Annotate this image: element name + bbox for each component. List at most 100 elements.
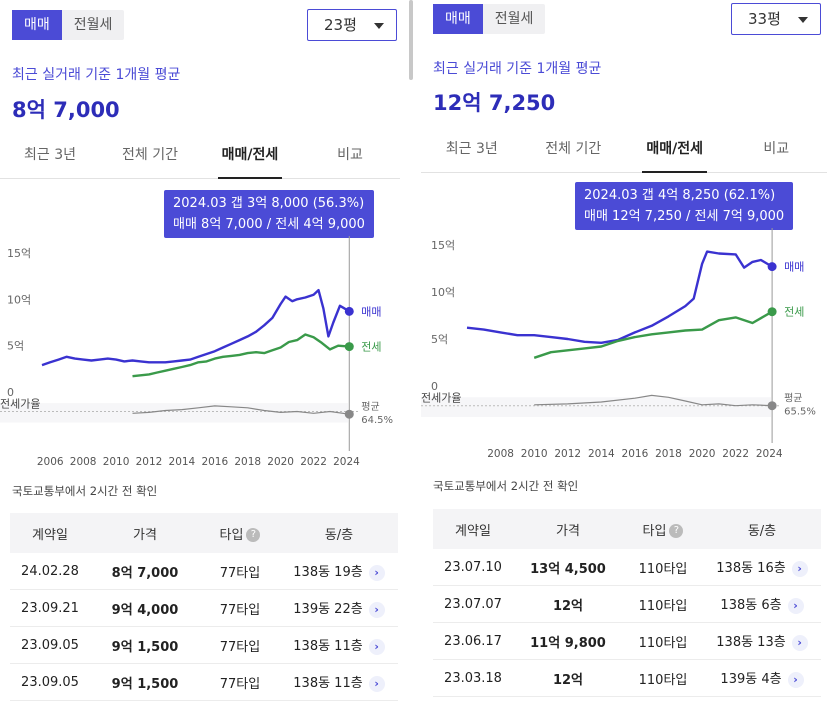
right-panel: 매매 전월세 33평 최근 실거래 기준 1개월 평균 12억 7,250 최근… bbox=[421, 0, 827, 702]
chevron-right-icon[interactable]: › bbox=[368, 602, 385, 618]
trade-tab-rent[interactable]: 전월세 bbox=[494, 11, 534, 27]
trade-tab-sale[interactable]: 매매 bbox=[12, 10, 62, 40]
table-row[interactable]: 23.06.17 11억 9,800 110타입 138동 13층 › bbox=[433, 623, 821, 660]
x-tick-label: 2024 bbox=[333, 456, 360, 468]
cell-unit-text: 139동 4층 bbox=[720, 672, 782, 687]
size-select[interactable]: 33평 bbox=[731, 3, 821, 35]
table-row[interactable]: 23.07.07 12억 110타입 138동 6층 › bbox=[433, 586, 821, 623]
cell-price: 9억 1,500 bbox=[111, 676, 179, 692]
x-tick-label: 2022 bbox=[722, 448, 749, 460]
trade-tab-sale[interactable]: 매매 bbox=[433, 4, 483, 34]
help-icon[interactable]: ? bbox=[246, 528, 261, 542]
header-unit: 동/층 bbox=[324, 527, 354, 543]
cell-date: 23.09.05 bbox=[21, 674, 79, 690]
series-end-label: 매매 bbox=[784, 261, 804, 274]
x-tick-label: 2020 bbox=[689, 448, 716, 460]
cell-unit-text: 138동 11층 bbox=[293, 676, 363, 691]
x-tick-label: 2014 bbox=[588, 448, 615, 460]
table-header: 계약일 가격 타입? 동/층 bbox=[433, 509, 821, 549]
cell-type: 110타입 bbox=[638, 635, 688, 651]
x-tick-label: 2008 bbox=[70, 456, 97, 468]
tab-sale-jeonse[interactable]: 매매/전세 bbox=[624, 132, 726, 173]
tab-recent-3y[interactable]: 최근 3년 bbox=[24, 147, 76, 163]
data-source: 국토교통부에서 2시간 전 확인 bbox=[433, 479, 579, 493]
size-select-value: 33평 bbox=[748, 10, 781, 28]
cell-unit: 138동 11층 › bbox=[280, 635, 398, 655]
ratio-label: 전세가율 bbox=[0, 397, 40, 410]
chevron-right-icon[interactable]: › bbox=[787, 598, 804, 614]
ratio-avg-label: 평균 bbox=[361, 401, 379, 413]
ratio-band bbox=[0, 403, 348, 423]
y-tick-label: 5억 bbox=[431, 333, 448, 346]
cell-unit-text: 139동 22층 bbox=[293, 602, 363, 617]
header-type: 타입? bbox=[200, 524, 280, 543]
tab-compare[interactable]: 비교 bbox=[337, 147, 363, 163]
table-row[interactable]: 23.09.05 9억 1,500 77타입 138동 11층 › bbox=[10, 664, 398, 701]
table-row[interactable]: 23.09.21 9억 4,000 77타입 139동 22층 › bbox=[10, 590, 398, 627]
ratio-avg-label: 평균 bbox=[784, 393, 802, 405]
cell-date: 23.07.10 bbox=[444, 559, 502, 575]
size-select[interactable]: 23평 bbox=[307, 9, 397, 41]
series-end-label: 전세 bbox=[361, 341, 381, 354]
help-icon[interactable]: ? bbox=[669, 524, 684, 538]
trade-tab-rent[interactable]: 전월세 bbox=[73, 17, 113, 33]
series-line-jeonse bbox=[533, 310, 773, 359]
series-end-point bbox=[344, 409, 354, 419]
cell-unit-text: 138동 16층 bbox=[716, 561, 786, 576]
chevron-right-icon[interactable]: › bbox=[368, 676, 385, 692]
table-row[interactable]: 23.07.10 13억 4,500 110타입 138동 16층 › bbox=[433, 549, 821, 586]
chevron-right-icon[interactable]: › bbox=[368, 639, 385, 655]
transactions-table: 계약일 가격 타입? 동/층 23.07.10 13억 4,500 110타입 138… bbox=[433, 509, 821, 697]
table-row[interactable]: 23.03.18 12억 110타입 139동 4층 › bbox=[433, 660, 821, 697]
chevron-right-icon[interactable]: › bbox=[791, 561, 808, 577]
tab-compare[interactable]: 비교 bbox=[763, 141, 790, 157]
panel-divider bbox=[413, 0, 421, 702]
period-tabs: 최근 3년 전체 기간 매매/전세 비교 bbox=[421, 132, 827, 173]
x-tick-label: 2006 bbox=[37, 456, 64, 468]
ratio-label: 전세가율 bbox=[421, 392, 461, 405]
cell-type: 77타입 bbox=[219, 639, 261, 655]
table-row[interactable]: 24.02.28 8억 7,000 77타입 138동 19층 › bbox=[10, 553, 398, 590]
cell-price: 11억 9,800 bbox=[530, 635, 606, 651]
tab-all-period[interactable]: 전체 기간 bbox=[122, 147, 178, 163]
cell-price: 13억 4,500 bbox=[530, 561, 606, 577]
table-header: 계약일 가격 타입? 동/층 bbox=[10, 513, 398, 553]
tab-recent-3y[interactable]: 최근 3년 bbox=[445, 141, 498, 157]
tab-all-period[interactable]: 전체 기간 bbox=[545, 141, 602, 157]
chart-tooltip: 2024.03 갭 3억 8,000 (56.3%) 매매 8억 7,000 /… bbox=[164, 190, 374, 238]
y-tick-label: 0 bbox=[431, 380, 438, 393]
header-date: 계약일 bbox=[455, 523, 491, 539]
ratio-band bbox=[421, 397, 771, 418]
series-line-ratio bbox=[132, 405, 350, 415]
cell-price: 12억 bbox=[552, 598, 584, 614]
chevron-right-icon[interactable]: › bbox=[791, 635, 808, 651]
chevron-right-icon[interactable]: › bbox=[368, 565, 385, 581]
cell-date: 23.09.21 bbox=[21, 600, 79, 616]
trade-type-toggle: 매매 전월세 bbox=[433, 4, 546, 34]
cell-unit-text: 138동 19층 bbox=[293, 565, 363, 580]
cell-price: 9억 1,500 bbox=[111, 639, 179, 655]
chart-tooltip: 2024.03 갭 4억 8,250 (62.1%) 매매 12억 7,250 … bbox=[575, 182, 794, 230]
cell-unit: 139동 4층 › bbox=[703, 668, 821, 688]
chevron-down-icon bbox=[374, 23, 384, 29]
series-end-point bbox=[767, 262, 777, 272]
x-tick-label: 2010 bbox=[103, 456, 130, 468]
scrollbar[interactable] bbox=[409, 0, 413, 80]
avg-price: 12억 7,250 bbox=[433, 91, 556, 115]
series-line-ratio bbox=[534, 394, 773, 407]
table-row[interactable]: 23.09.05 9억 1,500 77타입 138동 11층 › bbox=[10, 627, 398, 664]
header-type: 타입? bbox=[623, 520, 703, 539]
chevron-right-icon[interactable]: › bbox=[787, 672, 804, 688]
cell-price: 8억 7,000 bbox=[111, 565, 179, 581]
tab-sale-jeonse[interactable]: 매매/전세 bbox=[200, 138, 300, 179]
x-tick-label: 2016 bbox=[201, 456, 228, 468]
x-tick-label: 2018 bbox=[655, 448, 682, 460]
series-end-label: 매매 bbox=[361, 305, 381, 318]
cell-date: 23.09.05 bbox=[21, 637, 79, 653]
cell-unit-text: 138동 13층 bbox=[716, 635, 786, 650]
cell-unit: 138동 16층 › bbox=[703, 557, 821, 577]
left-panel: 매매 전월세 23평 최근 실거래 기준 1개월 평균 8억 7,000 최근 … bbox=[0, 0, 413, 702]
series-line-sale bbox=[41, 288, 350, 367]
